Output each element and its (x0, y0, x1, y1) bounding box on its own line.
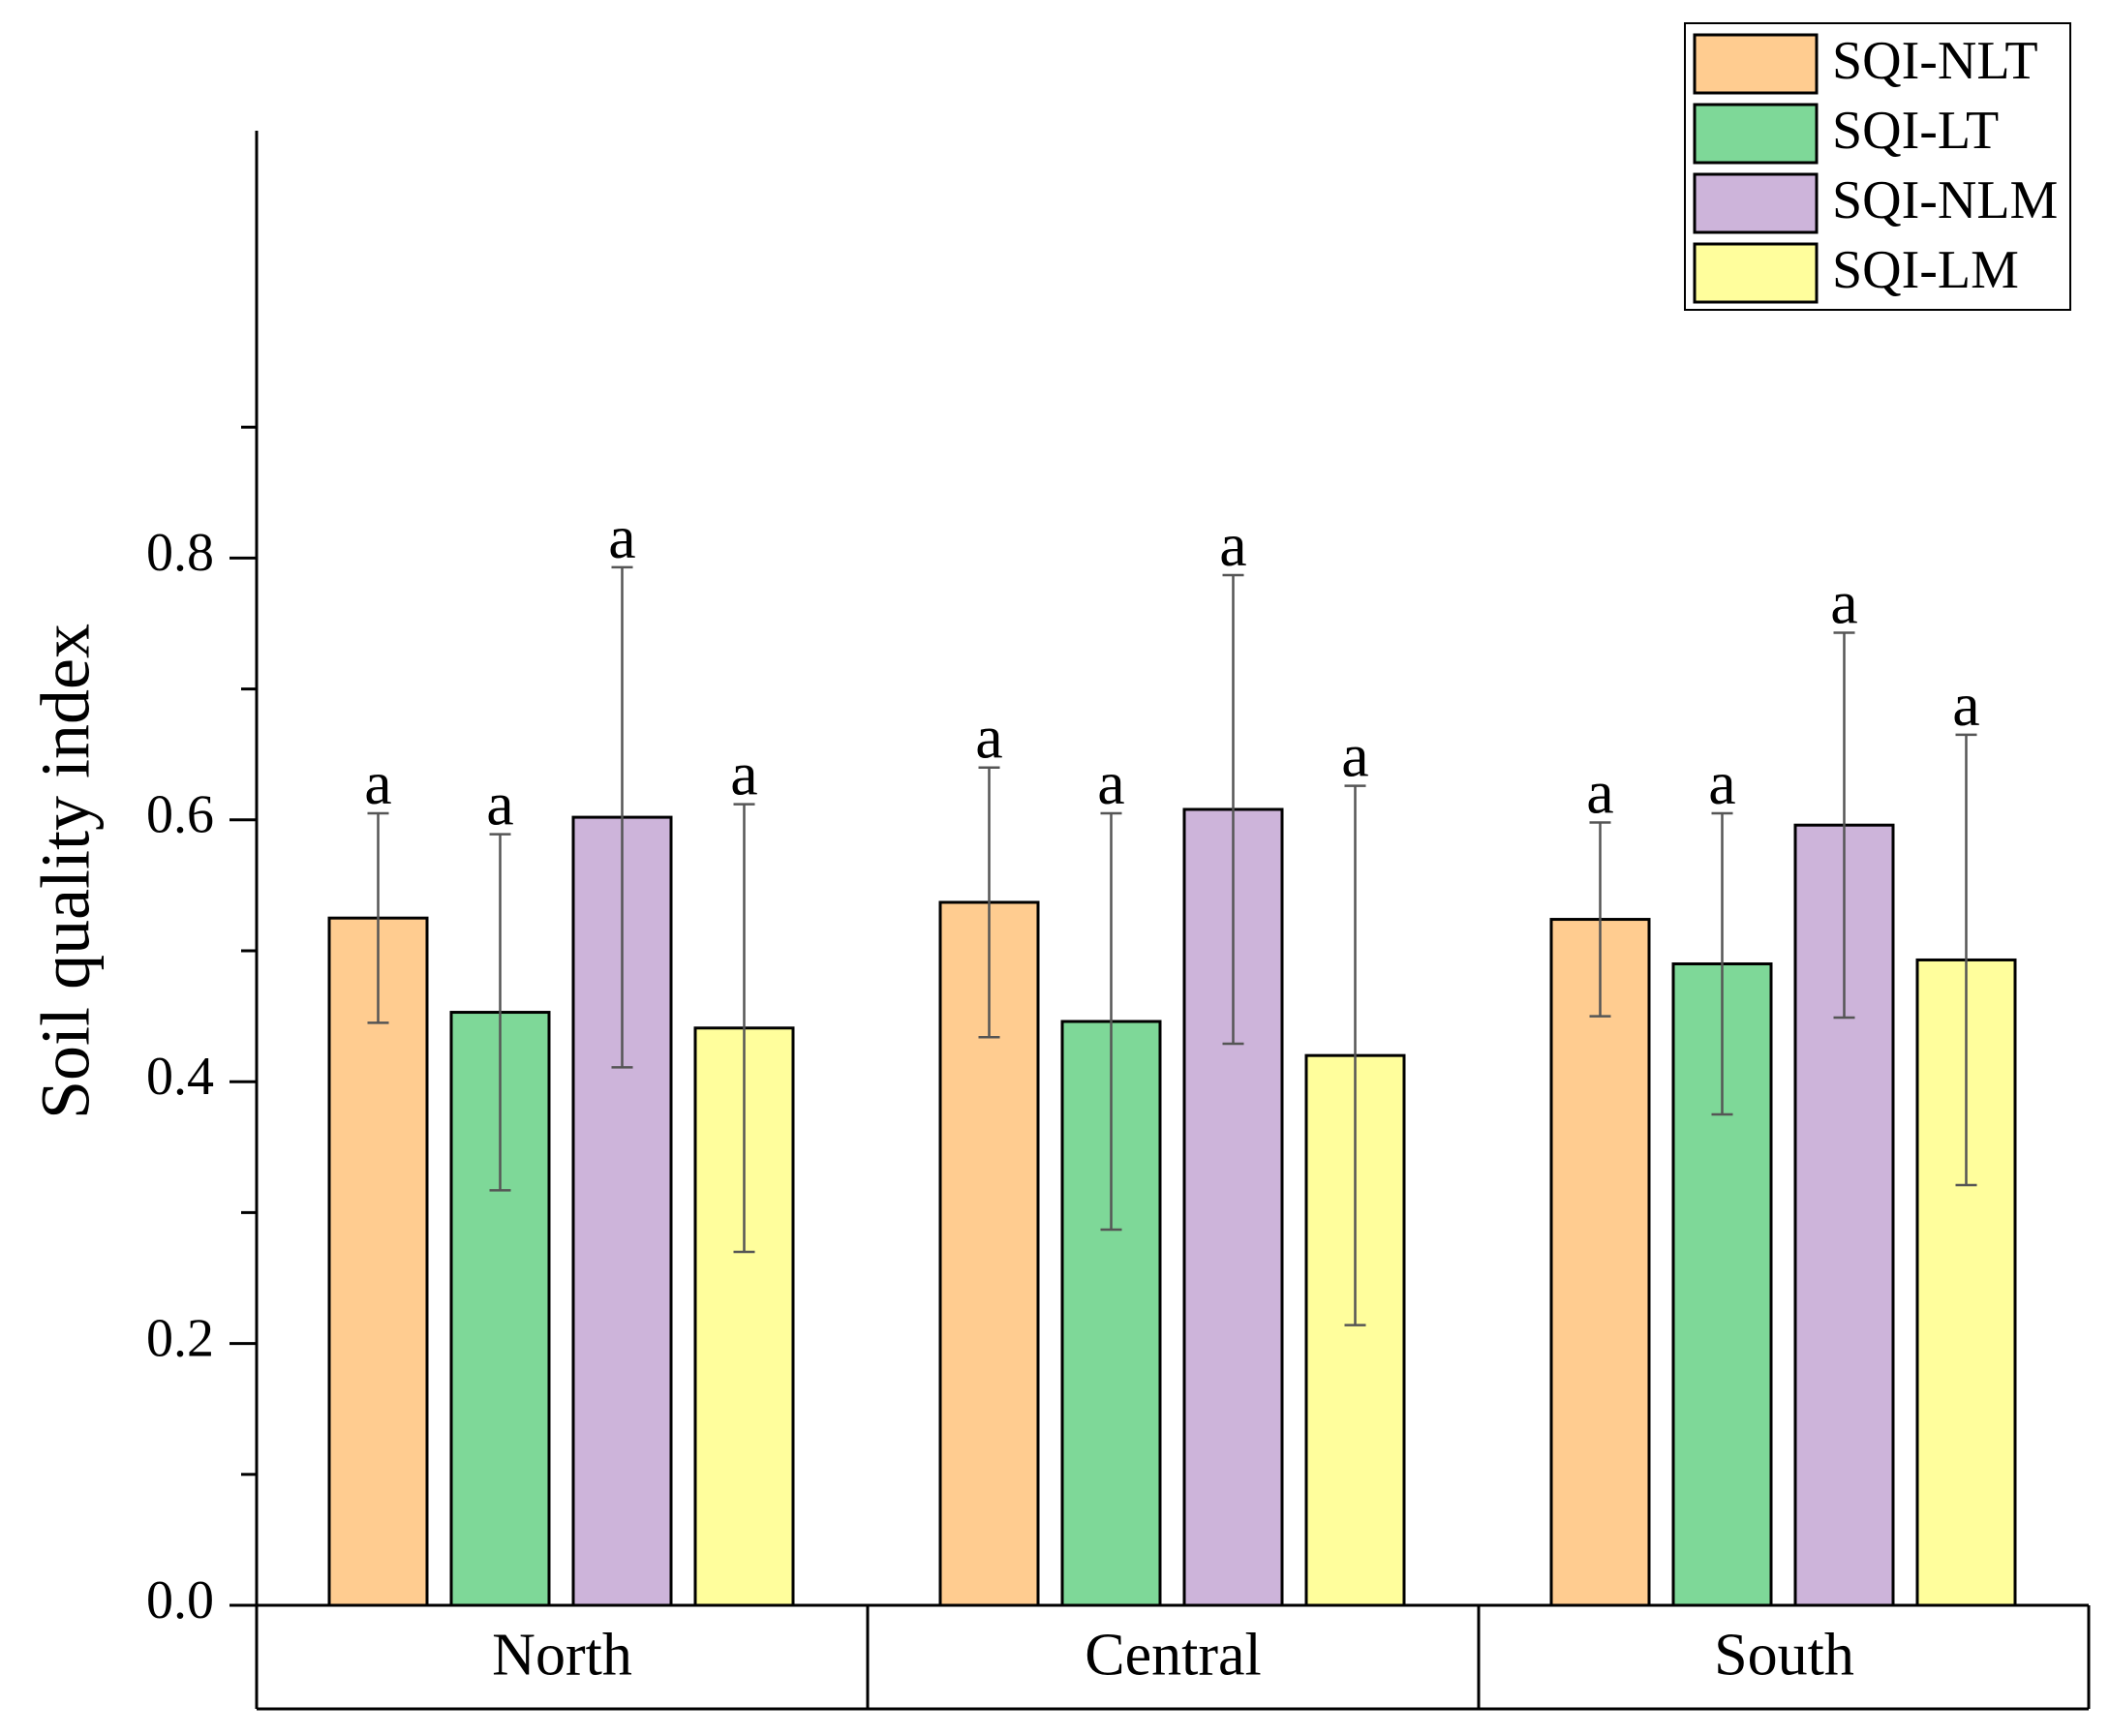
bars-layer (327, 807, 2017, 1607)
legend-swatch-sqi-lm (1693, 242, 1819, 304)
bar-south-sqi-nlt (1549, 918, 1651, 1607)
significance-label-north-sqi-lt: a (486, 770, 513, 838)
category-label-central: Central (1085, 1623, 1262, 1689)
y-tick-label-0-6: 0.6 (146, 785, 214, 845)
legend-swatch-sqi-nlt (1693, 33, 1819, 95)
significance-label-central-sqi-lt: a (1097, 748, 1124, 817)
significance-label-south-sqi-nlt: a (1586, 758, 1613, 827)
significance-label-central-sqi-nlm: a (1219, 510, 1246, 579)
y-axis-title: Soil quality index (27, 624, 105, 1119)
category-axis: North Central South (255, 1603, 2091, 1711)
legend: SQI-NLT SQI-LT SQI-NLM SQI-LM (1684, 22, 2071, 311)
y-tick-label-0-0: 0.0 (146, 1570, 214, 1630)
bar-north-sqi-nlt (327, 916, 429, 1607)
error-bars-layer (367, 565, 1977, 1326)
legend-label-sqi-lt: SQI-LT (1832, 101, 1999, 161)
y-axis: 0.0 0.2 0.4 0.6 0.8 (146, 131, 259, 1630)
legend-swatch-sqi-lt (1693, 103, 1819, 165)
significance-label-south-sqi-nlm: a (1830, 567, 1857, 636)
y-tick-label-0-2: 0.2 (146, 1308, 214, 1368)
significance-label-north-sqi-nlm: a (608, 503, 635, 571)
category-label-north: North (492, 1623, 632, 1689)
y-tick-label-0-8: 0.8 (146, 523, 214, 583)
significance-label-north-sqi-lm: a (730, 740, 757, 808)
significance-label-south-sqi-lm: a (1952, 670, 1979, 739)
category-label-south: South (1714, 1623, 1854, 1689)
legend-label-sqi-nlm: SQI-NLM (1832, 170, 2058, 230)
legend-label-sqi-lm: SQI-LM (1832, 240, 2019, 300)
legend-label-sqi-nlt: SQI-NLT (1832, 31, 2038, 91)
significance-label-central-sqi-lm: a (1341, 721, 1368, 790)
significance-label-north-sqi-nlt: a (364, 748, 391, 817)
y-tick-label-0-4: 0.4 (146, 1047, 214, 1107)
significance-label-south-sqi-lt: a (1708, 748, 1735, 817)
legend-swatch-sqi-nlm (1693, 172, 1819, 234)
significance-labels-layer: a a a a a a a a a a a a (364, 503, 1979, 838)
significance-label-central-sqi-nlt: a (975, 703, 1002, 772)
